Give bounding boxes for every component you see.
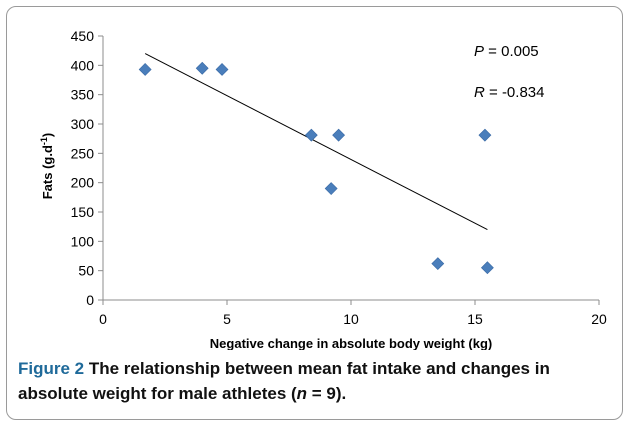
x-tick-label: 15	[467, 311, 483, 327]
y-tick-label: 250	[71, 145, 95, 161]
y-tick-label: 0	[86, 292, 94, 308]
x-tick-label: 20	[591, 311, 607, 327]
y-axis-label-close: )	[40, 133, 55, 137]
y-tick-label: 150	[71, 204, 95, 220]
figure-caption: Figure 2 The relationship between mean f…	[18, 356, 618, 406]
data-points	[138, 61, 494, 275]
trendline	[144, 53, 488, 231]
data-point-marker	[478, 128, 492, 142]
y-axis-label-sup: -1	[39, 137, 49, 145]
axes	[98, 35, 600, 305]
r-symbol: R	[474, 84, 485, 101]
p-value-annotation: P = 0.005	[474, 43, 539, 60]
caption-text-before-n: The relationship between mean fat intake…	[18, 359, 550, 403]
y-tick-label: 100	[71, 233, 95, 249]
p-symbol: P	[474, 43, 484, 60]
caption-text-after-n: = 9).	[307, 384, 347, 403]
p-value: = 0.005	[484, 43, 539, 60]
x-tick-label: 5	[223, 311, 231, 327]
y-tick-label: 450	[71, 28, 95, 44]
data-point-marker	[324, 182, 338, 195]
y-tick-label: 50	[78, 263, 94, 279]
y-axis-label-main: Fats (g.d	[40, 145, 55, 199]
caption-lead: Figure 2	[18, 359, 85, 378]
y-tick-label: 350	[71, 87, 95, 103]
data-point-marker	[138, 63, 152, 76]
data-point-marker	[332, 128, 346, 142]
r-value-annotation: R = -0.834	[474, 84, 544, 101]
y-axis-label: Fats (g.d-1)	[39, 133, 55, 200]
y-tick-label: 200	[71, 175, 95, 191]
scatter-chart: 0 50 100 150 200 250 300 350 400 450 0 5 10 15 20 Fats…	[39, 28, 607, 350]
figure-frame	[6, 6, 623, 420]
trendline-layer	[144, 53, 488, 231]
data-point-marker	[480, 261, 494, 275]
x-axis-label: Negative change in absolute body weight …	[210, 336, 492, 350]
y-tick-label: 300	[71, 116, 95, 132]
data-point-marker	[215, 63, 229, 76]
x-tick-label: 0	[99, 311, 107, 327]
tick-labels: 0 50 100 150 200 250 300 350 400 450 0 5 10 15 20	[71, 28, 607, 327]
x-tick-label: 10	[343, 311, 359, 327]
y-tick-label: 400	[71, 57, 95, 73]
data-point-marker	[431, 257, 445, 271]
caption-n-symbol: n	[296, 384, 308, 403]
data-point-marker	[304, 128, 318, 142]
data-point-marker	[195, 61, 209, 75]
r-value: = -0.834	[485, 84, 545, 101]
